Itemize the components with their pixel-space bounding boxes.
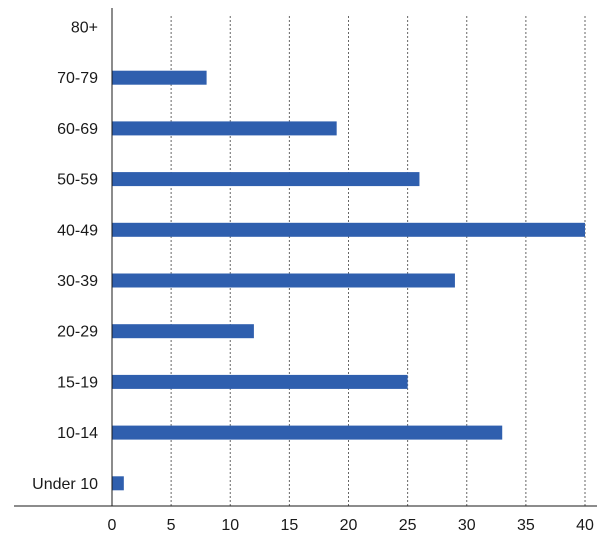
bar [112, 273, 455, 288]
y-tick-label: Under 10 [32, 476, 98, 493]
bar [112, 374, 408, 389]
x-tick-label: 30 [458, 517, 476, 534]
bar [112, 476, 124, 491]
y-tick-label: 20-29 [57, 324, 98, 341]
bar [112, 172, 420, 187]
y-tick-label: 15-19 [57, 374, 98, 391]
x-tick-label: 25 [399, 517, 417, 534]
y-tick-label: 80+ [71, 20, 98, 37]
x-tick-label: 10 [221, 517, 239, 534]
bar [112, 324, 254, 339]
x-tick-label: 0 [108, 517, 117, 534]
bar [112, 222, 585, 237]
y-tick-label: 30-39 [57, 273, 98, 290]
y-tick-label: 40-49 [57, 222, 98, 239]
x-tick-labels: 0 5 10 15 20 25 30 35 40 [108, 517, 594, 534]
bar [112, 70, 207, 85]
y-tick-label: 70-79 [57, 70, 98, 87]
y-tick-label: 10-14 [57, 425, 98, 442]
y-tick-label: 60-69 [57, 121, 98, 138]
bar [112, 121, 337, 136]
x-tick-label: 15 [280, 517, 298, 534]
x-tick-label: 35 [517, 517, 535, 534]
x-tick-label: 40 [576, 517, 594, 534]
x-tick-label: 20 [340, 517, 358, 534]
y-tick-label: 50-59 [57, 172, 98, 189]
grid-lines [170, 16, 586, 506]
bar [112, 425, 503, 440]
y-tick-labels: 80+ 70-79 60-69 50-59 40-49 30-39 20-29 15-19 10… [32, 20, 98, 493]
bars [112, 70, 585, 491]
x-tick-label: 5 [167, 517, 176, 534]
